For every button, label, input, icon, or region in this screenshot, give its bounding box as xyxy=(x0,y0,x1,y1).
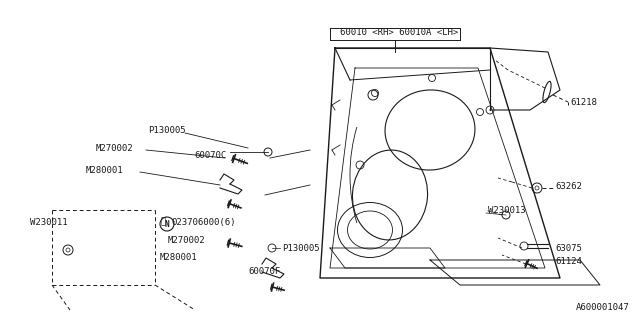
Text: M270002: M270002 xyxy=(168,236,205,244)
Text: M280001: M280001 xyxy=(86,165,124,174)
Text: 60070C: 60070C xyxy=(194,150,227,159)
Text: W230013: W230013 xyxy=(488,205,525,214)
Text: Ⓝ: Ⓝ xyxy=(160,218,165,227)
Text: 63075: 63075 xyxy=(555,244,582,252)
Text: 61218: 61218 xyxy=(570,98,597,107)
Text: 61124: 61124 xyxy=(555,258,582,267)
Text: A600001047: A600001047 xyxy=(576,303,630,313)
Text: 60010 <RH> 60010A <LH>: 60010 <RH> 60010A <LH> xyxy=(340,28,458,36)
Text: 63262: 63262 xyxy=(555,181,582,190)
Text: M270002: M270002 xyxy=(96,143,134,153)
Text: P130005: P130005 xyxy=(282,244,319,252)
Text: 60070F: 60070F xyxy=(248,268,280,276)
Text: N: N xyxy=(164,220,170,228)
Text: M280001: M280001 xyxy=(160,253,198,262)
Text: 023706000(6): 023706000(6) xyxy=(171,218,236,227)
Text: W230011: W230011 xyxy=(30,218,68,227)
Text: P130005: P130005 xyxy=(148,125,186,134)
